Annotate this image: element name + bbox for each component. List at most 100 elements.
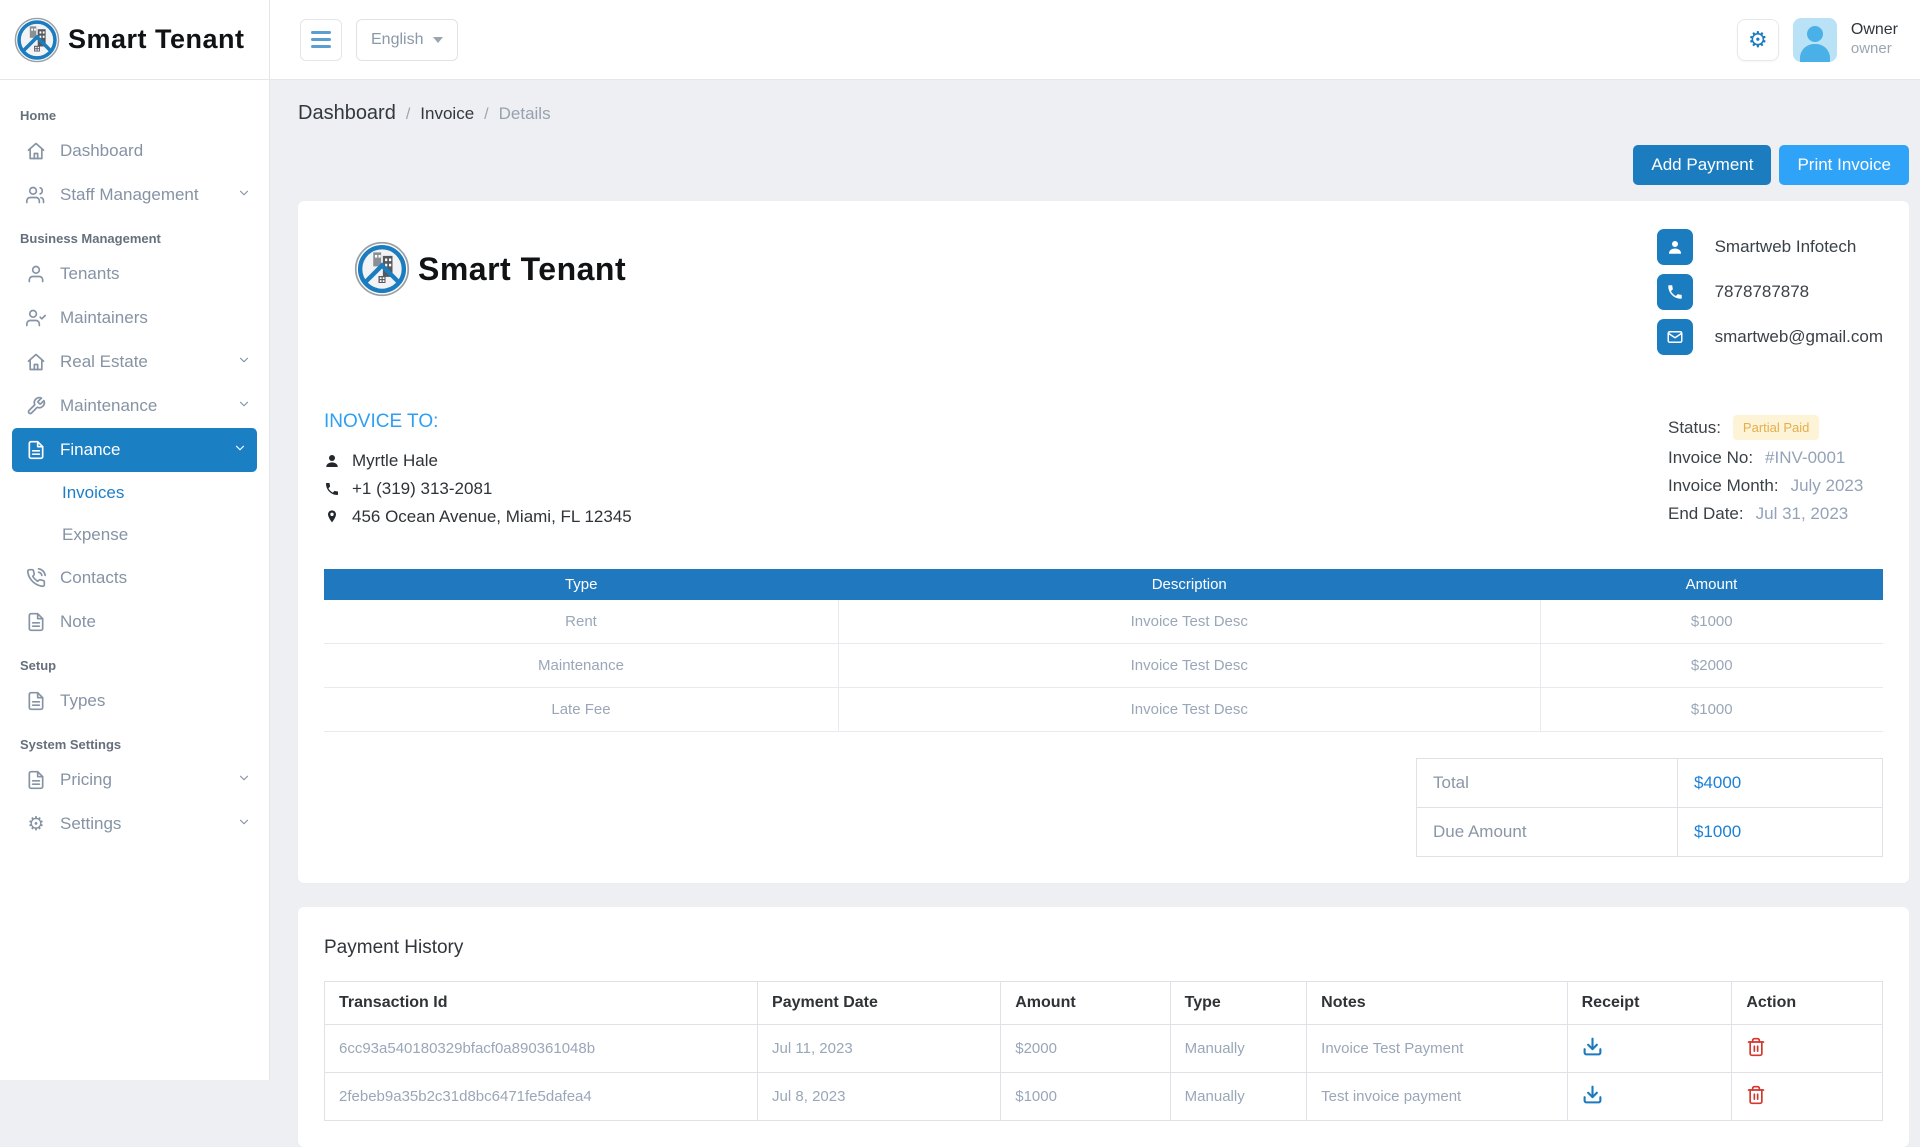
company-name-row: Smartweb Infotech <box>1657 229 1883 265</box>
sidebar-item-label: Tenants <box>60 264 120 284</box>
gear-icon: ⚙ <box>1748 29 1768 51</box>
sidebar-item-label: Staff Management <box>60 185 199 205</box>
bill-address: 456 Ocean Avenue, Miami, FL 12345 <box>352 507 632 527</box>
trash-icon <box>1746 1037 1766 1057</box>
invoice-card: Smart Tenant Smartweb Infotech 787878787… <box>298 201 1909 883</box>
breadcrumb-invoice[interactable]: Invoice <box>420 104 474 124</box>
invoice-to-heading: INOVICE TO: <box>324 411 632 433</box>
avatar[interactable] <box>1793 18 1837 62</box>
user-role: owner <box>1851 40 1898 59</box>
invoice-month-value: July 2023 <box>1791 476 1864 496</box>
sidebar-item-staff-management[interactable]: Staff Management <box>0 173 269 217</box>
sidebar-subitem-invoices[interactable]: Invoices <box>0 472 269 514</box>
col-notes: Notes <box>1307 982 1567 1025</box>
phone-call-icon <box>26 568 46 588</box>
app-logo[interactable]: Smart Tenant <box>0 0 269 80</box>
sidebar: Smart Tenant Home Dashboard Staff Manage… <box>0 0 270 1080</box>
company-phone-row: 7878787878 <box>1657 274 1883 310</box>
bill-name: Myrtle Hale <box>352 451 438 471</box>
bill-address-line: 456 Ocean Avenue, Miami, FL 12345 <box>324 507 632 527</box>
invoice-logo: Smart Tenant <box>354 241 626 297</box>
download-icon <box>1582 1084 1603 1105</box>
sidebar-item-real-estate[interactable]: Real Estate <box>0 340 269 384</box>
sidebar-item-dashboard[interactable]: Dashboard <box>0 129 269 173</box>
sidebar-item-maintenance[interactable]: Maintenance <box>0 384 269 428</box>
breadcrumb: Dashboard / Invoice / Details <box>298 102 1909 125</box>
add-payment-button[interactable]: Add Payment <box>1633 145 1771 185</box>
gear-icon: ⚙ <box>26 814 46 834</box>
table-row: 6cc93a540180329bfacf0a890361048b Jul 11,… <box>325 1025 1883 1073</box>
sidebar-toggle-button[interactable] <box>300 19 342 61</box>
sidebar-item-note[interactable]: Note <box>0 600 269 644</box>
sidebar-item-label: Finance <box>60 440 120 460</box>
table-row: Rent Invoice Test Desc $1000 <box>324 600 1883 644</box>
breadcrumb-details: Details <box>499 104 551 124</box>
invoice-no-label: Invoice No: <box>1668 448 1753 468</box>
home-icon <box>26 141 46 161</box>
user-name: Owner <box>1851 20 1898 40</box>
envelope-icon <box>1657 319 1693 355</box>
nav-section-system-settings: System Settings <box>0 723 269 758</box>
sidebar-nav: Home Dashboard Staff Management Business… <box>0 80 269 846</box>
nav-section-setup: Setup <box>0 644 269 679</box>
file-icon <box>26 691 46 711</box>
total-row: Total $4000 <box>1417 759 1883 808</box>
download-receipt-button[interactable] <box>1567 1025 1732 1073</box>
sidebar-item-pricing[interactable]: Pricing <box>0 758 269 802</box>
sidebar-item-label: Settings <box>60 814 121 834</box>
list-icon <box>26 770 46 790</box>
sidebar-item-maintainers[interactable]: Maintainers <box>0 296 269 340</box>
sidebar-item-label: Dashboard <box>60 141 143 161</box>
bill-phone-line: +1 (319) 313-2081 <box>324 479 632 499</box>
person-icon <box>1657 229 1693 265</box>
sidebar-item-label: Maintainers <box>60 308 148 328</box>
user-icon <box>26 264 46 284</box>
sidebar-item-tenants[interactable]: Tenants <box>0 252 269 296</box>
location-pin-icon <box>324 509 340 525</box>
settings-button[interactable]: ⚙ <box>1737 19 1779 61</box>
company-phone: 7878787878 <box>1715 282 1810 302</box>
invoice-actions: Add Payment Print Invoice <box>298 145 1909 185</box>
home-icon <box>26 352 46 372</box>
sidebar-item-label: Maintenance <box>60 396 157 416</box>
sidebar-item-contacts[interactable]: Contacts <box>0 556 269 600</box>
due-amount-label: Due Amount <box>1417 808 1678 857</box>
sidebar-item-types[interactable]: Types <box>0 679 269 723</box>
due-amount-value: $1000 <box>1677 808 1882 857</box>
status-label: Status: <box>1668 418 1721 438</box>
sidebar-item-settings[interactable]: ⚙ Settings <box>0 802 269 846</box>
col-description: Description <box>838 569 1540 600</box>
print-invoice-button[interactable]: Print Invoice <box>1779 145 1909 185</box>
smart-tenant-logo-icon <box>14 17 60 63</box>
sidebar-item-finance[interactable]: Finance <box>12 428 257 472</box>
invoice-no-line: Invoice No: #INV-0001 <box>1668 448 1883 468</box>
download-icon <box>1582 1036 1603 1057</box>
trash-icon <box>1746 1085 1766 1105</box>
user-meta[interactable]: Owner owner <box>1851 20 1898 59</box>
users-icon <box>26 185 46 205</box>
company-contact-block: Smartweb Infotech 7878787878 smartweb@gm… <box>1657 229 1883 355</box>
phone-icon <box>1657 274 1693 310</box>
chevron-down-icon <box>237 396 251 416</box>
end-date-line: End Date: Jul 31, 2023 <box>1668 504 1883 524</box>
col-payment-date: Payment Date <box>758 982 1001 1025</box>
sidebar-subitem-expense[interactable]: Expense <box>0 514 269 556</box>
status-line: Status: Partial Paid <box>1668 415 1883 440</box>
table-row: Late Fee Invoice Test Desc $1000 <box>324 688 1883 732</box>
chevron-down-icon <box>237 185 251 205</box>
col-transaction-id: Transaction Id <box>325 982 758 1025</box>
payment-history-title: Payment History <box>324 937 1883 959</box>
delete-payment-button[interactable] <box>1732 1025 1883 1073</box>
invoice-brand-title: Smart Tenant <box>418 251 626 288</box>
total-label: Total <box>1417 759 1678 808</box>
invoice-items-table: Type Description Amount Rent Invoice Tes… <box>324 569 1883 732</box>
invoice-month-label: Invoice Month: <box>1668 476 1779 496</box>
col-type: Type <box>1170 982 1306 1025</box>
sidebar-item-label: Types <box>60 691 105 711</box>
col-action: Action <box>1732 982 1883 1025</box>
nav-section-business-management: Business Management <box>0 217 269 252</box>
language-dropdown[interactable]: English <box>356 19 458 61</box>
col-type: Type <box>324 569 838 600</box>
smart-tenant-logo-icon <box>354 241 410 297</box>
breadcrumb-dashboard[interactable]: Dashboard <box>298 102 396 125</box>
